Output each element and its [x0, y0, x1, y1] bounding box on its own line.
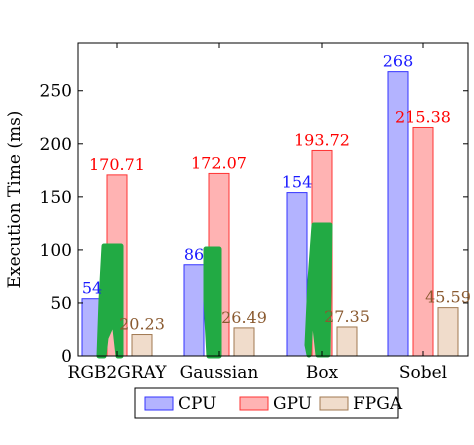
axes-layer — [77, 42, 469, 357]
y-tick-label: 250 — [40, 82, 72, 102]
legend-swatch-cpu — [144, 396, 174, 411]
legend-label-cpu: CPU — [178, 394, 216, 414]
data-label-gpu-box: 193.72 — [294, 130, 350, 149]
data-label-gpu-sobel: 215.38 — [395, 107, 451, 126]
y-tick-label: 0 — [61, 347, 72, 367]
bar-cpu-gaussian — [183, 264, 205, 357]
x-category-label: Box — [306, 363, 339, 383]
data-label-cpu-rgb2gray: 54 — [82, 279, 102, 298]
bar-fpga-box — [336, 326, 358, 357]
legend-label-gpu: GPU — [273, 394, 312, 414]
x-category-label: Sobel — [399, 363, 447, 383]
x-category-label: Gaussian — [180, 363, 259, 383]
bar-fpga-sobel — [437, 307, 459, 357]
plot-frame — [77, 42, 469, 357]
y-tick-label: 200 — [40, 135, 72, 155]
bar-cpu-box — [286, 192, 308, 357]
x-category-label: RGB2GRAY — [68, 363, 168, 383]
data-label-cpu-sobel: 268 — [383, 52, 414, 71]
data-label-fpga-box: 27.35 — [324, 307, 370, 326]
legend-label-fpga: FPGA — [353, 394, 403, 414]
green-scribble-rgb2gray — [96, 243, 124, 359]
y-tick-label: 150 — [40, 188, 72, 208]
data-label-cpu-gaussian: 86 — [184, 245, 204, 264]
green-scribble-gaussian — [203, 246, 222, 359]
legend-swatch-gpu — [239, 396, 269, 411]
green-scribble-box — [304, 222, 333, 358]
data-label-fpga-gaussian: 26.49 — [221, 308, 267, 327]
bar-gpu-sobel — [412, 126, 434, 357]
bar-fpga-gaussian — [233, 327, 255, 357]
labels-layer: 54 86 154 268 170.71 172.07 193.72 215.38 20.23 2… — [5, 52, 471, 383]
data-label-gpu-rgb2gray: 170.71 — [89, 155, 145, 174]
legend-swatch-fpga — [319, 396, 349, 411]
data-label-fpga-sobel: 45.59 — [425, 288, 471, 307]
data-label-gpu-gaussian: 172.07 — [191, 153, 247, 172]
data-label-fpga-rgb2gray: 20.23 — [119, 315, 165, 334]
data-label-cpu-box: 154 — [282, 173, 313, 192]
y-axis-label: Execution Time (ms) — [5, 111, 25, 289]
legend: CPU GPU FPGA — [134, 387, 403, 419]
bar-fpga-rgb2gray — [131, 334, 153, 357]
y-tick-label: 50 — [50, 294, 72, 314]
y-tick-label: 100 — [40, 241, 72, 261]
